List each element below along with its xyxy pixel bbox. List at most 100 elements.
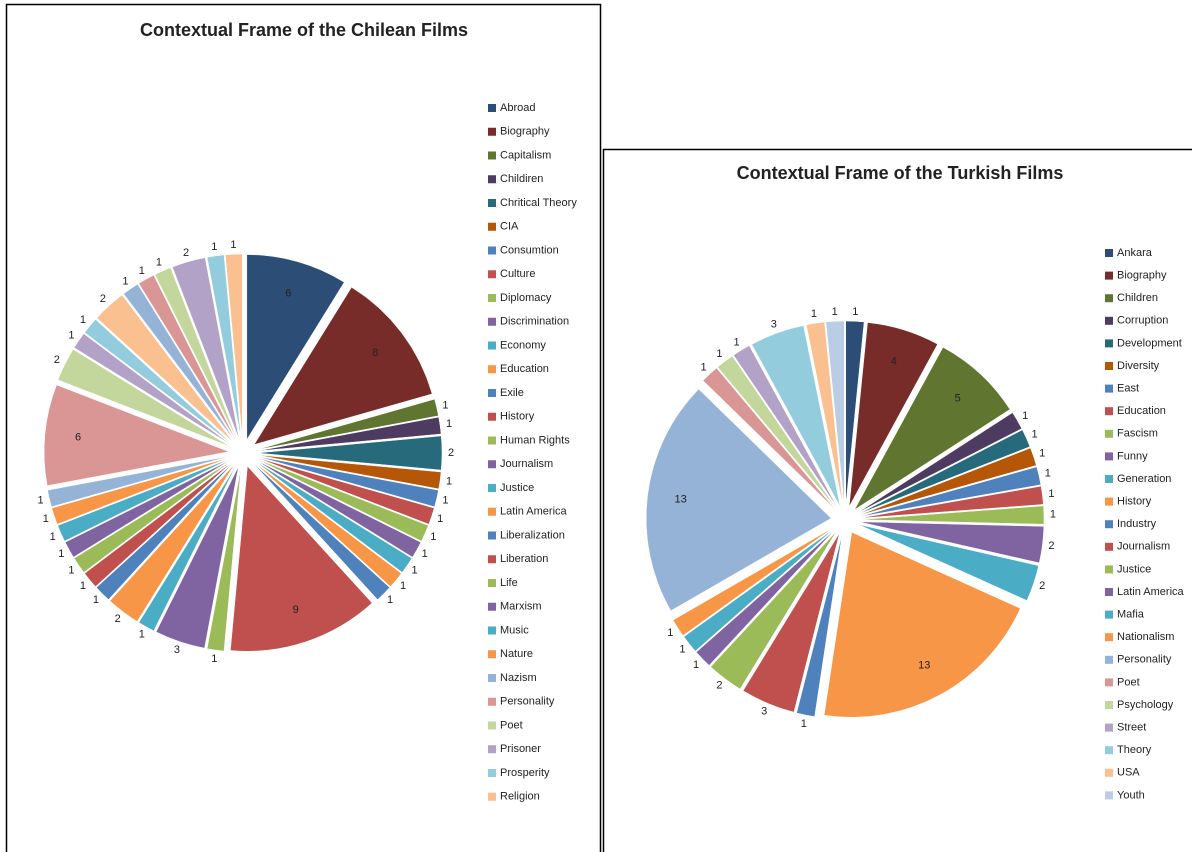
legend-label: Diversity <box>1117 360 1160 372</box>
legend-swatch <box>1105 249 1113 257</box>
legend-swatch <box>488 412 496 421</box>
legend-label: Prisoner <box>500 743 541 755</box>
legend-label: Fascism <box>1117 428 1158 440</box>
pie-slice <box>702 367 836 510</box>
legend-label: Personality <box>1117 654 1172 666</box>
data-label: 1 <box>852 306 858 318</box>
data-label: 1 <box>139 629 145 641</box>
data-label: 1 <box>693 659 699 671</box>
pie-slice <box>256 457 435 525</box>
pie-slice <box>256 416 442 452</box>
legend-label: CIA <box>500 221 519 233</box>
legend-label: Biography <box>500 126 550 138</box>
pie-slice <box>796 533 843 717</box>
data-label: 5 <box>955 392 961 404</box>
pie-slice <box>154 267 238 441</box>
data-label: 1 <box>422 548 428 560</box>
legend-swatch <box>1105 407 1113 416</box>
pie-slice <box>825 320 845 507</box>
legend-label: Journalism <box>500 458 553 470</box>
legend-label: Economy <box>500 339 546 351</box>
legend-swatch <box>488 531 496 540</box>
legend-swatch <box>488 484 496 492</box>
data-label: 1 <box>1045 468 1051 480</box>
legend-swatch <box>1105 633 1113 642</box>
legend-swatch <box>1105 768 1113 777</box>
pie-slice <box>255 459 422 558</box>
pie-slice <box>206 254 242 440</box>
pie-slice <box>246 254 345 441</box>
pie-slice <box>845 320 865 507</box>
legend-label: Development <box>1117 337 1182 349</box>
pie-slice <box>225 253 243 440</box>
legend-swatch <box>488 341 496 350</box>
legend-swatch <box>488 317 496 326</box>
legend-swatch <box>488 222 496 231</box>
legend-label: Nature <box>500 648 533 660</box>
data-label: 1 <box>387 594 393 606</box>
pie-slice <box>858 524 1039 601</box>
pie-slice <box>138 465 237 632</box>
pie-slice <box>858 521 1045 564</box>
legend-label: Religion <box>500 791 540 803</box>
pie-slice <box>256 454 442 490</box>
legend-label: Personality <box>500 696 555 708</box>
data-label: 2 <box>1039 580 1045 592</box>
pie-slice <box>172 257 240 440</box>
legend-label: Diplomacy <box>500 292 552 304</box>
legend-label: Industry <box>1117 518 1157 530</box>
pie-slice <box>206 466 242 652</box>
legend-label: Life <box>500 577 518 589</box>
legend-label: Discrimination <box>500 316 569 328</box>
legend-label: Abroad <box>500 102 535 114</box>
legend-swatch <box>488 246 496 255</box>
data-label: 1 <box>446 476 452 488</box>
chart-title: Contextual Frame of the Turkish Films <box>737 163 1064 183</box>
data-label: 1 <box>1039 448 1045 460</box>
pie-slice <box>710 530 837 690</box>
legend-swatch <box>1105 678 1113 687</box>
pie-slice <box>123 283 236 442</box>
pie-slice <box>805 321 844 507</box>
pie-slice <box>254 460 413 573</box>
pie-slice <box>256 455 439 508</box>
legend-label: Youth <box>1117 789 1145 801</box>
data-label: 1 <box>1048 488 1054 500</box>
legend-swatch <box>1105 497 1113 506</box>
legend-label: Justice <box>1117 563 1151 575</box>
legend-swatch <box>488 294 496 302</box>
legend-label: Culture <box>500 268 535 280</box>
pie-slice <box>733 345 838 509</box>
data-label: 1 <box>43 513 49 525</box>
pie-slice <box>57 458 231 542</box>
legend-swatch <box>1105 294 1113 303</box>
legend-swatch <box>1105 520 1113 529</box>
data-label: 3 <box>761 706 767 718</box>
data-label: 1 <box>93 594 99 606</box>
legend-label: Capitalism <box>500 149 551 161</box>
data-label: 3 <box>174 644 180 656</box>
legend-swatch <box>488 579 496 587</box>
data-label: 1 <box>700 361 706 373</box>
pie-slice <box>73 460 232 573</box>
pie-slice <box>858 466 1042 518</box>
legend-swatch <box>488 127 496 136</box>
pie-slice <box>96 462 234 600</box>
data-label: 1 <box>80 580 86 592</box>
pie-slice <box>73 333 232 446</box>
data-label: 1 <box>412 564 418 576</box>
legend-label: Consumtion <box>500 244 559 256</box>
legend-swatch <box>488 175 496 184</box>
pie-slice <box>858 485 1044 519</box>
legend-label: Biography <box>1117 270 1167 282</box>
data-label: 1 <box>1050 509 1056 521</box>
legend-label: Poet <box>1117 676 1140 688</box>
legend-label: USA <box>1117 767 1140 779</box>
data-label: 1 <box>211 241 217 253</box>
data-label: 9 <box>293 604 299 616</box>
pie-slice <box>84 319 233 445</box>
legend-label: Theory <box>1117 744 1152 756</box>
legend-swatch <box>488 769 496 777</box>
